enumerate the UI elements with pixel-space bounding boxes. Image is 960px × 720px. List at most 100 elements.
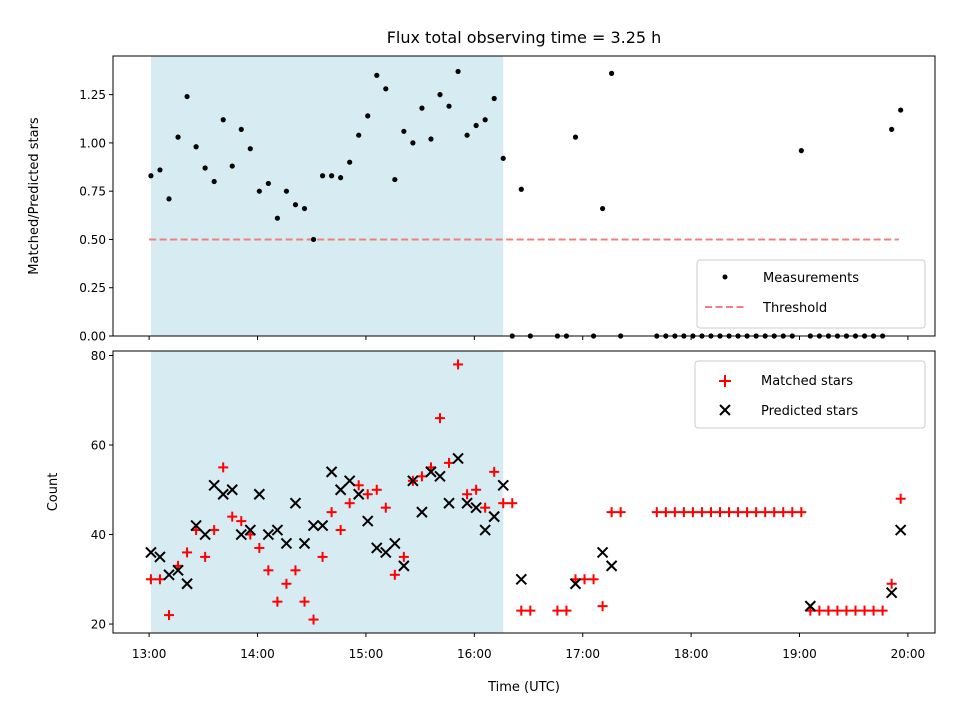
predicted-star-point bbox=[154, 551, 166, 563]
bottom-x-tick-label: 15:00 bbox=[349, 647, 384, 661]
predicted-star-point bbox=[398, 560, 410, 572]
predicted-star-point bbox=[289, 497, 302, 509]
predicted-star-point bbox=[497, 479, 509, 491]
matched-star-point bbox=[778, 507, 789, 518]
predicted-star-stroke-b bbox=[181, 578, 193, 590]
measurement-point bbox=[798, 148, 804, 154]
matched-star-point bbox=[335, 525, 346, 536]
matched-star-point bbox=[498, 498, 509, 509]
measurement-point bbox=[491, 95, 497, 102]
predicted-star-point bbox=[569, 578, 582, 590]
matched-star-point bbox=[877, 605, 888, 616]
predicted-star-point bbox=[443, 497, 455, 509]
predicted-star-point bbox=[461, 497, 473, 509]
measurement-point bbox=[455, 68, 461, 75]
measurement-point bbox=[338, 175, 344, 181]
matched-star-point bbox=[760, 507, 771, 518]
matched-star-point bbox=[588, 574, 599, 585]
measurement-point bbox=[383, 86, 389, 92]
matched-star-point bbox=[209, 525, 220, 536]
predicted-star-stroke-b bbox=[434, 470, 446, 483]
predicted-star-stroke-b bbox=[804, 600, 817, 612]
predicted-star-stroke-b bbox=[271, 524, 284, 536]
predicted-star-point bbox=[596, 546, 609, 559]
bottom-x-axis-label: Time (UTC) bbox=[487, 680, 560, 695]
matched-star-point bbox=[164, 610, 175, 621]
measurement-point bbox=[274, 215, 280, 221]
matched-star-point bbox=[814, 605, 825, 616]
matched-star-point bbox=[715, 507, 726, 518]
matched-star-point bbox=[850, 605, 861, 616]
measurement-point bbox=[175, 134, 181, 140]
measurement-point bbox=[898, 107, 904, 113]
measurement-point bbox=[392, 176, 398, 183]
predicted-star-point bbox=[425, 466, 437, 478]
measurement-point bbox=[328, 173, 335, 179]
top-chart-panel: 0.00 0.25 0.50 0.75 1.00 1.25 Flux total obse… bbox=[27, 28, 936, 344]
matched-star-point bbox=[525, 605, 536, 616]
predicted-star-point bbox=[488, 510, 500, 523]
matched-star-point bbox=[254, 542, 265, 553]
top-y-axis-label: Matched/Predicted stars bbox=[27, 117, 42, 275]
measurement-point bbox=[193, 144, 199, 150]
matched-star-point bbox=[326, 507, 337, 518]
bottom-x-tick-label: 16:00 bbox=[457, 647, 492, 661]
top-legend-box bbox=[696, 259, 926, 329]
predicted-star-point bbox=[163, 569, 175, 581]
predicted-star-point bbox=[380, 546, 392, 559]
predicted-star-point bbox=[407, 475, 419, 487]
matched-star-point bbox=[227, 511, 238, 522]
measurement-point bbox=[889, 126, 895, 132]
legend-measurements-label: Measurements bbox=[763, 271, 859, 286]
measurement-point bbox=[356, 132, 362, 138]
predicted-star-point bbox=[307, 519, 320, 532]
predicted-star-stroke-b bbox=[190, 519, 202, 532]
matched-star-point bbox=[389, 569, 400, 580]
measurement-point bbox=[572, 134, 579, 140]
predicted-star-point bbox=[253, 488, 266, 500]
predicted-star-point bbox=[371, 542, 383, 554]
measurement-point bbox=[446, 103, 452, 109]
predicted-star-stroke-b bbox=[226, 484, 238, 496]
matched-star-point bbox=[444, 457, 455, 468]
predicted-star-stroke-b bbox=[334, 484, 347, 496]
predicted-star-stroke-b bbox=[371, 542, 383, 554]
measurement-point bbox=[238, 126, 244, 132]
matched-star-point bbox=[733, 507, 744, 518]
matched-star-point bbox=[886, 578, 897, 589]
predicted-star-stroke-b bbox=[515, 573, 527, 585]
bottom-legend-box bbox=[694, 360, 926, 429]
measurement-point bbox=[265, 180, 271, 187]
bottom-x-tick-label: 20:00 bbox=[891, 647, 926, 661]
bottom-y-tick-label: 80 bbox=[91, 349, 106, 363]
bottom-x-tick-label: 18:00 bbox=[674, 647, 709, 661]
predicted-star-point bbox=[434, 470, 446, 483]
measurement-point bbox=[229, 163, 235, 169]
predicted-star-stroke-b bbox=[235, 528, 247, 541]
matched-star-point bbox=[579, 574, 590, 585]
measurement-point bbox=[437, 92, 443, 98]
matched-star-point bbox=[832, 605, 843, 616]
predicted-star-point bbox=[280, 537, 293, 550]
predicted-star-point bbox=[262, 528, 275, 541]
predicted-star-stroke-b bbox=[362, 515, 374, 527]
predicted-star-stroke-b bbox=[316, 519, 329, 532]
measurement-point bbox=[292, 202, 299, 208]
measurement-point bbox=[256, 188, 262, 194]
matched-star-point bbox=[489, 466, 500, 477]
matched-star-point bbox=[263, 565, 274, 576]
predicted-star-point bbox=[244, 524, 257, 536]
predicted-star-stroke-b bbox=[145, 546, 157, 559]
matched-star-point bbox=[371, 484, 382, 495]
predicted-star-stroke-b bbox=[398, 560, 410, 572]
predicted-star-point bbox=[298, 537, 311, 550]
predicted-star-stroke-b bbox=[280, 537, 293, 550]
measurement-point bbox=[301, 205, 308, 212]
legend-predicted-marker bbox=[719, 404, 731, 416]
predicted-star-point bbox=[217, 488, 229, 500]
top-axes-frame bbox=[112, 55, 936, 337]
matched-star-point bbox=[724, 507, 735, 518]
measurement-point bbox=[401, 128, 407, 134]
predicted-star-point bbox=[199, 528, 211, 541]
measurement-point bbox=[599, 205, 606, 212]
